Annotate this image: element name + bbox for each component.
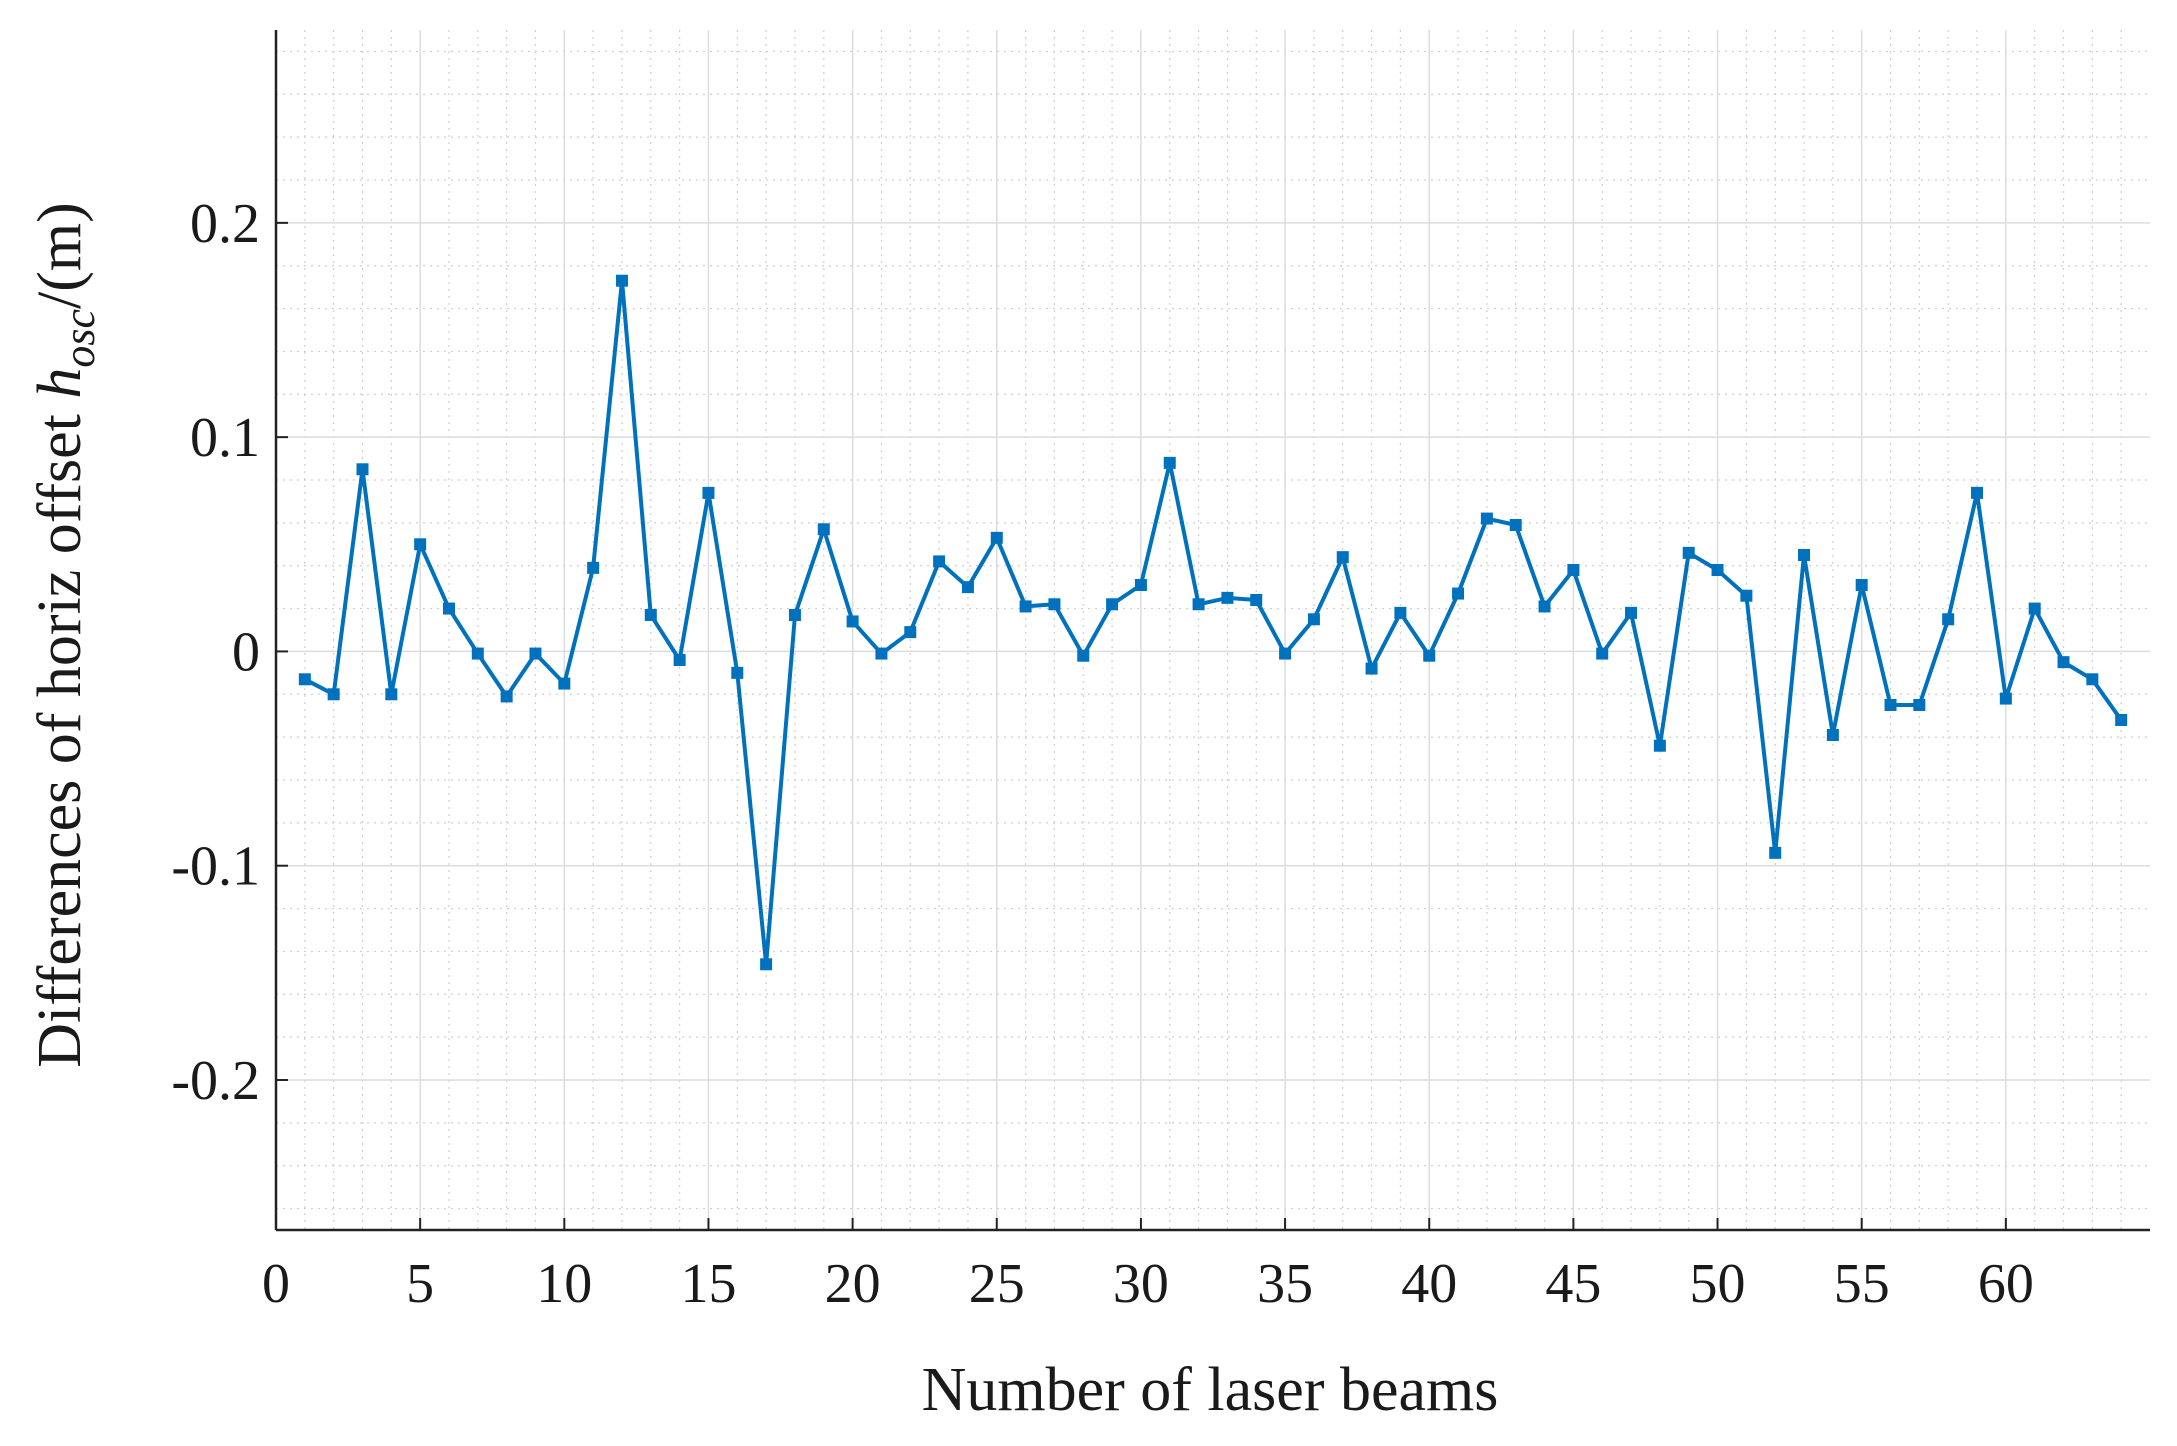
data-point — [471, 647, 484, 660]
data-series — [298, 274, 2128, 971]
data-point — [1480, 512, 1493, 525]
x-axis-title: Number of laser beams — [922, 1356, 1499, 1424]
data-point — [442, 602, 455, 615]
data-point — [1048, 598, 1061, 611]
data-point — [1307, 613, 1320, 626]
y-axis-title-subscript: osc — [55, 309, 104, 368]
x-tick-label: 50 — [1690, 1253, 1746, 1315]
series-line — [303, 278, 2123, 967]
data-point — [1625, 606, 1638, 619]
data-point — [1250, 594, 1263, 606]
data-point — [1452, 587, 1465, 600]
data-point — [961, 581, 974, 594]
x-tick-label: 20 — [825, 1253, 881, 1315]
data-point — [298, 673, 311, 686]
data-point — [500, 690, 513, 703]
data-point — [1567, 564, 1580, 576]
data-point — [1019, 600, 1032, 613]
data-point — [1336, 551, 1349, 564]
data-point — [817, 523, 830, 536]
x-tick-label: 40 — [1401, 1253, 1457, 1315]
y-axis-title-suffix: /(m) — [26, 202, 94, 309]
data-point — [1740, 589, 1753, 602]
data-point — [904, 626, 917, 639]
x-tick-labels: 0 5 10 15 20 25 30 35 40 45 50 55 60 — [262, 1253, 2034, 1315]
data-point — [1077, 649, 1090, 662]
x-tick-label: 45 — [1545, 1253, 1601, 1315]
data-point — [1365, 662, 1378, 675]
data-point — [1711, 564, 1724, 576]
y-tick-label: 0 — [232, 621, 260, 683]
y-tick-label: 0.1 — [190, 407, 260, 469]
data-point — [673, 654, 686, 666]
data-point — [385, 688, 398, 701]
data-point — [587, 561, 600, 574]
x-tick-label: 25 — [969, 1253, 1025, 1315]
data-point — [1192, 598, 1205, 611]
y-axis-title-symbol: h — [26, 368, 94, 399]
x-tick-label: 0 — [262, 1253, 290, 1315]
data-point — [846, 615, 859, 628]
data-point — [788, 609, 801, 621]
data-point — [1913, 699, 1926, 711]
x-tick-label: 55 — [1834, 1253, 1890, 1315]
data-point — [1394, 606, 1407, 619]
data-point — [1596, 647, 1609, 660]
data-point — [558, 677, 571, 690]
y-tick-label: 0.2 — [190, 193, 260, 255]
data-point — [1134, 579, 1147, 591]
data-point — [1971, 486, 1984, 499]
y-tick-label: -0.1 — [171, 836, 260, 898]
data-point — [702, 486, 715, 499]
data-point — [875, 647, 888, 660]
data-point — [1855, 579, 1868, 591]
y-axis-title: Differences of horiz offset hosc/(m) — [26, 202, 104, 1068]
data-point — [327, 688, 340, 701]
data-point — [1509, 519, 1522, 531]
data-point — [933, 555, 946, 568]
axes — [274, 30, 2150, 1232]
data-point — [731, 666, 744, 679]
x-tick-label: 15 — [680, 1253, 736, 1315]
x-tick-label: 10 — [536, 1253, 592, 1315]
data-point — [1163, 456, 1176, 469]
data-point — [414, 538, 427, 551]
data-point — [760, 958, 773, 971]
data-point — [1769, 846, 1782, 859]
data-point — [1999, 692, 2012, 705]
data-point — [644, 609, 657, 621]
data-point — [1884, 699, 1897, 711]
data-point — [529, 647, 542, 660]
y-tick-label: -0.2 — [171, 1050, 260, 1112]
data-point — [615, 274, 628, 287]
data-point — [1826, 729, 1839, 741]
x-tick-label: 35 — [1257, 1253, 1313, 1315]
data-point — [1221, 591, 1234, 604]
x-tick-label: 30 — [1113, 1253, 1169, 1315]
x-tick-label: 5 — [406, 1253, 434, 1315]
data-point — [2057, 656, 2070, 669]
data-point — [990, 531, 1003, 544]
data-point — [1279, 647, 1292, 660]
data-point — [1653, 739, 1666, 752]
data-point — [1798, 549, 1811, 561]
major-grid — [276, 30, 2150, 1230]
data-point — [2115, 714, 2128, 726]
data-point — [1423, 649, 1436, 662]
data-point — [1538, 600, 1551, 613]
data-point — [1682, 546, 1695, 559]
x-tick-label: 60 — [1978, 1253, 2034, 1315]
data-point — [1942, 613, 1955, 626]
data-point — [1106, 598, 1119, 611]
data-point — [356, 463, 369, 476]
data-point — [2086, 673, 2099, 686]
data-point — [2028, 602, 2041, 615]
y-tick-labels: -0.2 -0.1 0 0.1 0.2 — [171, 193, 260, 1112]
y-axis-title-prefix: Differences of horiz offset — [26, 399, 94, 1068]
